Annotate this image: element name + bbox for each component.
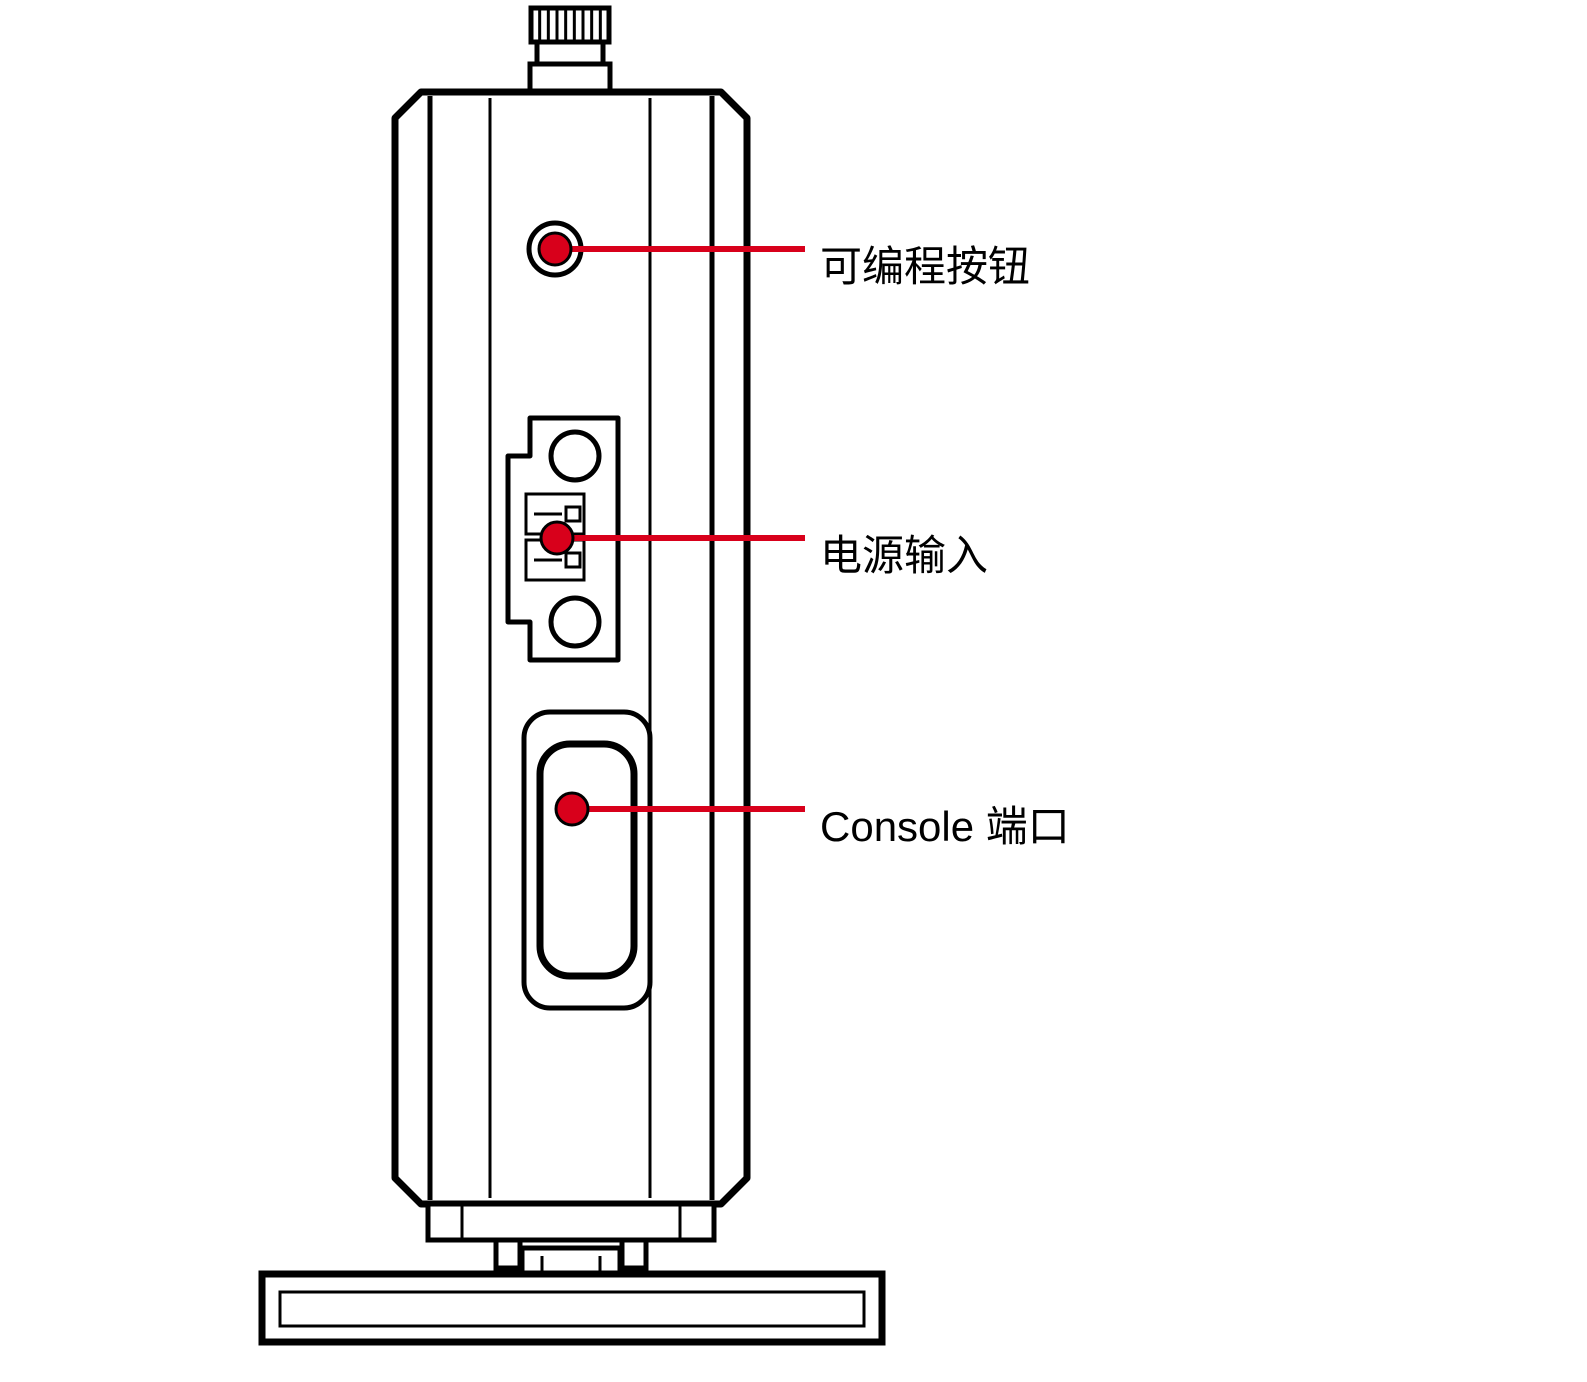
label-programmable-button: 可编程按钮 — [820, 233, 1030, 294]
callout-dot-power-input — [541, 522, 573, 554]
callout-dot-console-port — [556, 793, 588, 825]
diagram-stage: 可编程按钮 电源输入 Console 端口 — [0, 0, 1587, 1382]
label-power-input: 电源输入 — [820, 522, 988, 583]
device-diagram-svg — [0, 0, 1587, 1382]
callout-dot-programmable-button — [539, 233, 571, 265]
label-console-port: Console 端口 — [820, 793, 1070, 854]
